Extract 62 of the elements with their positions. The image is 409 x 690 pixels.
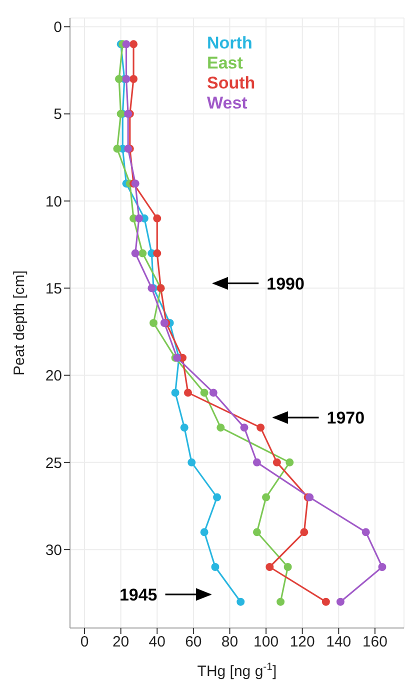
text: East bbox=[207, 54, 244, 72]
x-tick-label: 40 bbox=[148, 634, 166, 651]
x-tick-label: 80 bbox=[221, 634, 238, 651]
point bbox=[300, 528, 308, 536]
text: West bbox=[207, 94, 248, 112]
y-tick-label: 30 bbox=[45, 542, 62, 559]
point bbox=[272, 458, 281, 466]
point bbox=[362, 528, 370, 536]
x-tick-label: 20 bbox=[112, 634, 130, 651]
point bbox=[216, 424, 225, 432]
text: North bbox=[207, 34, 252, 52]
point bbox=[286, 458, 294, 466]
point bbox=[200, 388, 208, 397]
point bbox=[213, 493, 222, 502]
point bbox=[378, 563, 386, 571]
point bbox=[113, 144, 122, 153]
y-tick-label: 0 bbox=[54, 19, 62, 36]
point bbox=[284, 563, 292, 571]
point bbox=[236, 598, 245, 606]
annotation: 1970 bbox=[326, 408, 365, 428]
point bbox=[256, 424, 265, 432]
x-tick-label: 160 bbox=[362, 634, 388, 651]
point bbox=[240, 424, 248, 432]
point bbox=[209, 388, 218, 397]
point bbox=[171, 388, 180, 397]
point bbox=[336, 598, 344, 606]
point bbox=[184, 388, 192, 397]
point bbox=[262, 493, 270, 502]
point bbox=[138, 249, 147, 258]
point bbox=[200, 528, 208, 536]
y-tick-label: 20 bbox=[45, 368, 62, 385]
annotation: 1945 bbox=[119, 585, 158, 604]
point bbox=[122, 40, 130, 48]
annotation: 1990 bbox=[266, 274, 304, 294]
point bbox=[188, 458, 196, 466]
y-tick-label: 25 bbox=[45, 454, 62, 472]
point bbox=[153, 214, 162, 222]
point bbox=[130, 75, 138, 83]
point bbox=[130, 40, 138, 48]
y-tick-label: 5 bbox=[54, 106, 62, 124]
x-tick-label: 0 bbox=[80, 634, 89, 651]
x-tick-label: 140 bbox=[326, 634, 352, 651]
point bbox=[115, 75, 124, 83]
point bbox=[153, 249, 162, 258]
point bbox=[276, 598, 285, 606]
y-tick-label: 10 bbox=[45, 193, 62, 210]
point bbox=[252, 528, 261, 536]
x-tick-label: 60 bbox=[185, 634, 202, 651]
point bbox=[252, 458, 261, 466]
point bbox=[180, 424, 188, 432]
point bbox=[211, 563, 220, 571]
point bbox=[150, 319, 158, 327]
x-tick-label: 100 bbox=[254, 634, 279, 651]
point bbox=[322, 598, 330, 606]
point bbox=[266, 563, 274, 571]
y-tick-label: 15 bbox=[45, 280, 62, 298]
point bbox=[131, 249, 140, 258]
x-tick-label: 120 bbox=[290, 634, 315, 651]
x-axis-title: THg [ng g$^{-1}$] bbox=[197, 661, 277, 680]
point bbox=[134, 214, 143, 222]
text: South bbox=[207, 74, 256, 92]
y-axis-title: Peat depth [cm] bbox=[11, 270, 28, 376]
